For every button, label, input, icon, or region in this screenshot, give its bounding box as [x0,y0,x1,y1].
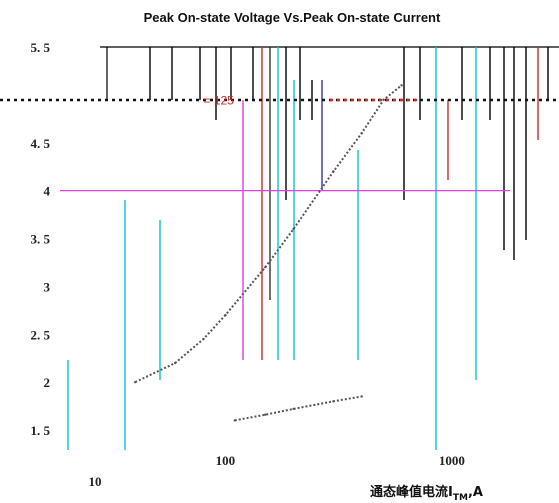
x-tick-label: 10 [89,474,102,489]
minor-gridlines [67,47,549,450]
series-point [264,266,267,269]
series-point [292,407,295,411]
y-tick-label: 2. 5 [31,327,51,342]
y-tick-label: 2 [44,375,51,390]
x-axis-label-unit: ,A [468,485,483,500]
series-point [134,380,137,384]
series-group [134,84,403,422]
series-point [292,227,295,231]
x-tick-label: 1000 [439,453,465,468]
y-tick-label: 1. 5 [31,423,51,438]
series-point [400,84,403,87]
series-point [332,400,335,403]
y-tick-label: 3. 5 [31,232,51,247]
series-point [173,361,177,365]
y-tick-label: 4 [44,184,51,199]
y-tick-label: 3 [44,279,51,294]
y-tick-label: 4. 5 [31,136,51,151]
series-point [224,313,227,317]
series-line-1 [134,84,403,384]
series-point [264,413,267,416]
y-tick-label: 5. 5 [31,40,51,55]
chart-title: Peak On-state Voltage Vs.Peak On-state C… [144,10,441,25]
x-axis-label: 通态峰值电流ITM,A [370,484,483,503]
x-axis-label-subscript: TM [453,493,468,503]
annotations-group: = 125 [203,93,234,107]
series-point [382,98,385,101]
x-axis-ticks: 10 100 1000 [89,453,465,489]
series-point [332,170,335,173]
series-point [360,395,363,398]
series-point [202,337,205,341]
plot-frame [100,46,559,100]
x-tick-label: 100 [216,453,236,468]
x-axis-label-text: 通态峰值电流 [370,484,448,500]
series-line-2 [234,395,362,422]
y-axis-ticks: 5. 5 4. 5 4 3. 5 3 2. 5 2 1. 5 [31,40,51,438]
series-point [233,419,236,422]
series-point [360,131,363,135]
chart-annotation: = 125 [203,93,234,107]
x-axis-label-symbol: I [448,485,453,500]
